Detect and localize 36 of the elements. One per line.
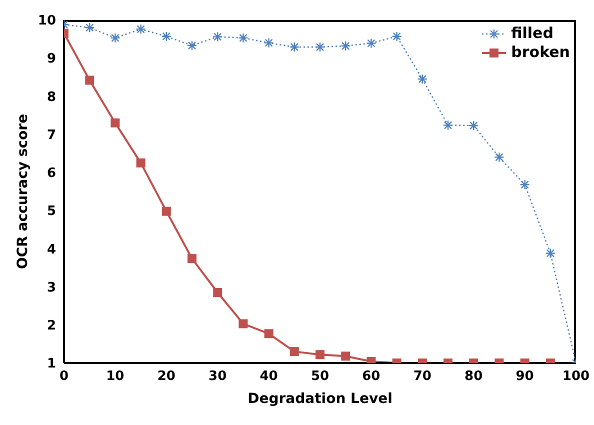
legend-label: broken <box>510 43 570 62</box>
point <box>85 76 94 85</box>
point <box>341 352 350 361</box>
point <box>290 347 299 356</box>
x-tick-label: 40 <box>260 369 278 384</box>
point <box>110 118 120 128</box>
y-tick-label: 8 <box>46 90 56 105</box>
point <box>264 329 274 338</box>
x-tick-label: 0 <box>59 369 69 384</box>
x-axis-title: Degradation Level <box>248 391 392 407</box>
x-tick-label: 20 <box>157 369 176 384</box>
y-tick-label: 10 <box>38 14 56 29</box>
x-tick-label: 60 <box>362 369 380 384</box>
x-tick-label: 10 <box>106 369 124 384</box>
y-tick-label: 7 <box>46 128 56 143</box>
y-tick-label: 6 <box>46 166 56 182</box>
point <box>162 206 171 216</box>
y-axis-title: OCR accuracy score <box>14 114 31 270</box>
x-tick-label: 100 <box>562 369 590 384</box>
x-tick-label: 80 <box>464 369 483 384</box>
x-tick-label: 70 <box>413 369 432 384</box>
x-tick-label: 30 <box>208 369 227 384</box>
y-tick-label: 3 <box>46 280 56 296</box>
y-tick-label: 5 <box>46 204 56 220</box>
point <box>213 288 222 297</box>
x-tick-label: 50 <box>310 369 330 384</box>
point <box>136 158 146 168</box>
point <box>238 319 248 328</box>
y-tick-label: 2 <box>46 318 56 334</box>
y-tick-label: 4 <box>46 242 56 258</box>
point <box>316 350 324 360</box>
point <box>188 254 196 264</box>
x-tick-label: 90 <box>516 369 534 384</box>
y-tick-label: 9 <box>46 52 56 67</box>
y-tick-label: 1 <box>46 356 56 372</box>
legend-label: filled <box>510 24 554 43</box>
